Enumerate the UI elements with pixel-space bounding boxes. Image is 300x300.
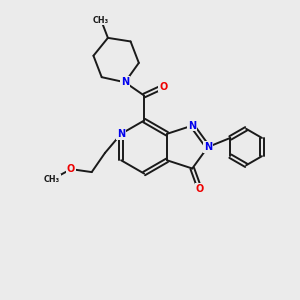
Text: N: N <box>121 77 129 87</box>
Text: O: O <box>159 82 167 92</box>
Text: O: O <box>196 184 204 194</box>
Text: CH₃: CH₃ <box>93 16 109 25</box>
Text: N: N <box>204 142 212 152</box>
Text: N: N <box>117 129 125 139</box>
Text: N: N <box>188 121 196 130</box>
Text: CH₃: CH₃ <box>44 175 60 184</box>
Text: O: O <box>67 164 75 174</box>
